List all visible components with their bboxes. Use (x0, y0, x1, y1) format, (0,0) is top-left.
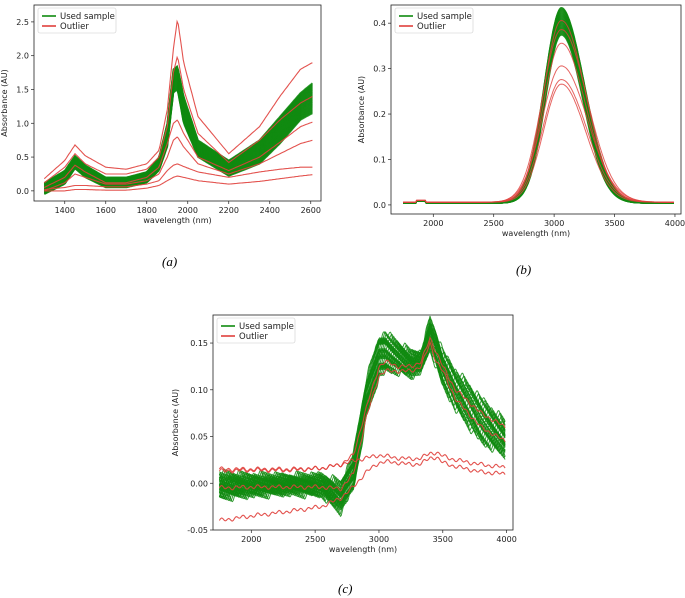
x-tick-label: 2600 (301, 206, 321, 215)
x-tick-label: 2500 (484, 219, 504, 228)
x-axis-label: wavelength (nm) (329, 545, 397, 554)
x-tick-label: 4000 (665, 219, 685, 228)
x-tick-label: 1400 (55, 206, 75, 215)
y-tick-label: 0.15 (190, 339, 208, 348)
x-tick-label: 3000 (544, 219, 564, 228)
series-used-line (403, 17, 674, 204)
x-tick-label: 2000 (241, 535, 261, 544)
series-used-line (403, 13, 674, 204)
legend-box (394, 7, 474, 34)
plot-area (403, 6, 674, 204)
x-tick-label: 3500 (604, 219, 624, 228)
y-tick-label: 0.3 (373, 65, 386, 74)
y-tick-label: 1.0 (16, 119, 29, 128)
y-tick-label: 0.00 (190, 479, 208, 488)
legend-label: Outlier (417, 22, 446, 32)
x-axis-label: wavelength (nm) (143, 216, 211, 225)
y-axis-label: Absorbance (AU) (0, 69, 9, 136)
series-used-line (403, 10, 674, 204)
y-tick-label: 2.0 (16, 52, 29, 61)
series-used-line (403, 16, 674, 204)
series-outlier-line (44, 119, 313, 188)
series-used-line (403, 15, 674, 204)
y-tick-label: 0.4 (373, 19, 386, 28)
y-tick-label: 0.2 (373, 110, 386, 119)
legend-box (37, 7, 117, 34)
series-outlier-line (218, 456, 506, 522)
series-used-line (403, 6, 674, 204)
x-tick-label: 3500 (433, 535, 453, 544)
series-used-line (403, 8, 674, 204)
series-outlier-line (44, 136, 313, 192)
series-used-line (403, 11, 674, 204)
plot-area (218, 315, 506, 522)
y-tick-label: 0.0 (16, 187, 29, 196)
x-tick-label: 2000 (178, 206, 198, 215)
series-outlier-line (43, 55, 313, 184)
series-used-line (403, 22, 674, 204)
panel-c-label: (c) (338, 581, 352, 596)
legend-box (216, 317, 296, 344)
panel-b-chart: 2000 2500 3000 3500 4000 0.0 0.1 0.2 0.3 0.4 wavel… (357, 4, 685, 238)
series-outlier-line (218, 335, 506, 473)
x-tick-label: 2500 (305, 535, 325, 544)
y-tick-label: 0.05 (190, 433, 208, 442)
legend-label: Outlier (239, 332, 268, 342)
y-tick-label: 1.5 (16, 85, 29, 94)
x-tick-label: 1600 (96, 206, 116, 215)
y-tick-label: -0.05 (187, 526, 208, 535)
x-tick-label: 2000 (423, 219, 443, 228)
legend-label: Outlier (60, 22, 89, 32)
series-used-line (218, 321, 506, 485)
panel-a-chart: 1400 1600 1800 2000 2200 2400 2600 0.0 0.5 1.0 1.5… (0, 4, 322, 225)
series-used-line (403, 14, 674, 204)
series-outlier-line (44, 163, 313, 191)
x-tick-label: 1800 (137, 206, 157, 215)
plot-frame (390, 4, 682, 215)
series-used-line (403, 9, 674, 204)
series-outlier-line (44, 174, 313, 192)
legend-label: Used sample (60, 12, 115, 22)
y-axis-label: Absorbance (AU) (357, 76, 366, 143)
x-tick-label: 4000 (496, 535, 516, 544)
plot-frame (33, 4, 322, 202)
series-used-line (403, 18, 674, 204)
series-outlier-line (403, 65, 674, 203)
plot-area (43, 19, 313, 195)
y-tick-label: 2.5 (16, 18, 29, 27)
x-tick-label: 2200 (219, 206, 239, 215)
plot-frame (212, 314, 514, 531)
legend-label: Used sample (417, 12, 472, 22)
y-tick-label: 0.0 (373, 201, 386, 210)
series-used-line (403, 25, 674, 204)
series-outlier-line (218, 451, 506, 474)
series-outlier-line (43, 19, 313, 180)
series-used-line (403, 26, 674, 204)
panel-b-label: (b) (516, 262, 531, 277)
panel-a-label: (a) (162, 254, 177, 269)
series-outlier-line (403, 28, 674, 203)
y-tick-label: 0.5 (16, 153, 29, 162)
legend-label: Used sample (239, 322, 294, 332)
series-outlier-line (218, 340, 506, 492)
series-used-line (403, 24, 674, 204)
x-tick-label: 3000 (369, 535, 389, 544)
series-used-line (403, 23, 674, 204)
y-tick-label: 0.1 (373, 155, 386, 164)
x-tick-label: 2400 (260, 206, 280, 215)
x-axis-label: wavelength (nm) (502, 229, 570, 238)
y-axis-label: Absorbance (AU) (171, 389, 180, 456)
y-tick-label: 0.10 (190, 386, 208, 395)
series-used-line (403, 20, 674, 204)
series-used-line (43, 64, 313, 184)
series-outlier-line (403, 19, 674, 203)
series-used-line (403, 12, 674, 204)
series-used-line (403, 28, 674, 204)
series-used-line (403, 21, 674, 204)
panel-c-chart: 2000 2500 3000 3500 4000 -0.05 0.00 0.05 0.10 0.1… (171, 314, 517, 554)
series-used-line (403, 27, 674, 204)
